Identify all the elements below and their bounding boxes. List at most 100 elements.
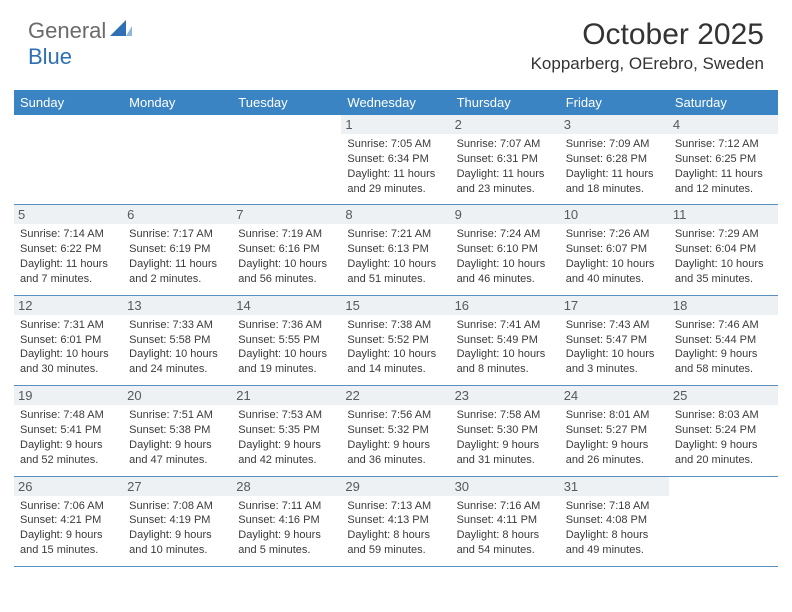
calendar-cell: 8Sunrise: 7:21 AMSunset: 6:13 PMDaylight… (341, 205, 450, 294)
weekday-label: Thursday (451, 90, 560, 115)
sunrise-line: Sunrise: 7:18 AM (566, 499, 663, 514)
sunrise-line: Sunrise: 7:43 AM (566, 318, 663, 333)
logo: General (28, 18, 134, 44)
sunset-line: Sunset: 5:24 PM (675, 423, 772, 438)
daylight-line: Daylight: 11 hours and 29 minutes. (347, 167, 444, 197)
daylight-line: Daylight: 9 hours and 36 minutes. (347, 438, 444, 468)
sunrise-line: Sunrise: 7:41 AM (457, 318, 554, 333)
weekday-header: Sunday Monday Tuesday Wednesday Thursday… (14, 90, 778, 115)
day-info: Sunrise: 7:09 AMSunset: 6:28 PMDaylight:… (566, 137, 663, 196)
sunrise-line: Sunrise: 7:38 AM (347, 318, 444, 333)
sunrise-line: Sunrise: 7:11 AM (238, 499, 335, 514)
day-info: Sunrise: 7:31 AMSunset: 6:01 PMDaylight:… (20, 318, 117, 377)
daylight-line: Daylight: 9 hours and 20 minutes. (675, 438, 772, 468)
sunset-line: Sunset: 6:34 PM (347, 152, 444, 167)
daylight-line: Daylight: 8 hours and 59 minutes. (347, 528, 444, 558)
day-number: 15 (341, 296, 450, 315)
calendar-cell: 23Sunrise: 7:58 AMSunset: 5:30 PMDayligh… (451, 386, 560, 475)
daylight-line: Daylight: 9 hours and 5 minutes. (238, 528, 335, 558)
sunset-line: Sunset: 5:35 PM (238, 423, 335, 438)
calendar-cell: 2Sunrise: 7:07 AMSunset: 6:31 PMDaylight… (451, 115, 560, 204)
day-number: 8 (341, 205, 450, 224)
calendar-cell: 11 Sunrise: 7:29 AMSunset: 6:04 PMDayligh… (669, 205, 778, 294)
calendar-week: 12Sunrise: 7:31 AMSunset: 6:01 PMDayligh… (14, 296, 778, 386)
sunset-line: Sunset: 5:27 PM (566, 423, 663, 438)
page-header: General October 2025 Kopparberg, OErebro… (0, 0, 792, 82)
daylight-line: Daylight: 10 hours and 46 minutes. (457, 257, 554, 287)
day-info: Sunrise: 7:48 AMSunset: 5:41 PMDaylight:… (20, 408, 117, 467)
weekday-label: Friday (560, 90, 669, 115)
daylight-line: Daylight: 10 hours and 35 minutes. (675, 257, 772, 287)
sunrise-line: Sunrise: 7:17 AM (129, 227, 226, 242)
daylight-line: Daylight: 11 hours and 12 minutes. (675, 167, 772, 197)
day-info: Sunrise: 7:58 AMSunset: 5:30 PMDaylight:… (457, 408, 554, 467)
calendar-cell: 18 Sunrise: 7:46 AMSunset: 5:44 PMDayligh… (669, 296, 778, 385)
sunrise-line: Sunrise: 8:01 AM (566, 408, 663, 423)
day-info: Sunrise: 7:26 AMSunset: 6:07 PMDaylight:… (566, 227, 663, 286)
sunrise-line: Sunrise: 7:13 AM (347, 499, 444, 514)
calendar-week: 19 Sunrise: 7:48 AMSunset: 5:41 PMDayligh… (14, 386, 778, 476)
day-number: 18 (669, 296, 778, 315)
calendar-cell: 17Sunrise: 7:43 AMSunset: 5:47 PMDayligh… (560, 296, 669, 385)
calendar-cell: 31Sunrise: 7:18 AMSunset: 4:08 PMDayligh… (560, 477, 669, 566)
sunset-line: Sunset: 6:22 PM (20, 242, 117, 257)
day-number: 31 (560, 477, 669, 496)
day-number: 10 (560, 205, 669, 224)
daylight-line: Daylight: 11 hours and 2 minutes. (129, 257, 226, 287)
sunset-line: Sunset: 5:44 PM (675, 333, 772, 348)
sunset-line: Sunset: 6:13 PM (347, 242, 444, 257)
weekday-label: Saturday (669, 90, 778, 115)
calendar-cell: 26Sunrise: 7:06 AMSunset: 4:21 PMDayligh… (14, 477, 123, 566)
calendar-cell: . (669, 477, 778, 566)
day-info: Sunrise: 7:53 AMSunset: 5:35 PMDaylight:… (238, 408, 335, 467)
sunset-line: Sunset: 6:19 PM (129, 242, 226, 257)
day-number: 27 (123, 477, 232, 496)
sunset-line: Sunset: 5:38 PM (129, 423, 226, 438)
calendar-cell: . (123, 115, 232, 204)
calendar-week: ...1Sunrise: 7:05 AMSunset: 6:34 PMDayli… (14, 115, 778, 205)
day-info: Sunrise: 7:19 AMSunset: 6:16 PMDaylight:… (238, 227, 335, 286)
sunrise-line: Sunrise: 7:16 AM (457, 499, 554, 514)
day-info: Sunrise: 7:46 AMSunset: 5:44 PMDaylight:… (675, 318, 772, 377)
daylight-line: Daylight: 9 hours and 42 minutes. (238, 438, 335, 468)
sunrise-line: Sunrise: 7:08 AM (129, 499, 226, 514)
calendar-week: 5Sunrise: 7:14 AMSunset: 6:22 PMDaylight… (14, 205, 778, 295)
day-info: Sunrise: 7:11 AMSunset: 4:16 PMDaylight:… (238, 499, 335, 558)
sunset-line: Sunset: 5:32 PM (347, 423, 444, 438)
calendar: Sunday Monday Tuesday Wednesday Thursday… (14, 90, 778, 567)
day-info: Sunrise: 7:06 AMSunset: 4:21 PMDaylight:… (20, 499, 117, 558)
sunset-line: Sunset: 6:10 PM (457, 242, 554, 257)
calendar-cell: 14Sunrise: 7:36 AMSunset: 5:55 PMDayligh… (232, 296, 341, 385)
daylight-line: Daylight: 9 hours and 10 minutes. (129, 528, 226, 558)
day-number: 29 (341, 477, 450, 496)
day-info: Sunrise: 7:07 AMSunset: 6:31 PMDaylight:… (457, 137, 554, 196)
day-number: 6 (123, 205, 232, 224)
day-number: 11 (669, 205, 778, 224)
day-number: 24 (560, 386, 669, 405)
daylight-line: Daylight: 10 hours and 8 minutes. (457, 347, 554, 377)
calendar-cell: 28Sunrise: 7:11 AMSunset: 4:16 PMDayligh… (232, 477, 341, 566)
day-info: Sunrise: 7:08 AMSunset: 4:19 PMDaylight:… (129, 499, 226, 558)
sunset-line: Sunset: 4:11 PM (457, 513, 554, 528)
sunrise-line: Sunrise: 7:07 AM (457, 137, 554, 152)
calendar-cell: . (14, 115, 123, 204)
sunset-line: Sunset: 6:31 PM (457, 152, 554, 167)
daylight-line: Daylight: 10 hours and 14 minutes. (347, 347, 444, 377)
calendar-cell: 12Sunrise: 7:31 AMSunset: 6:01 PMDayligh… (14, 296, 123, 385)
day-number: 1 (341, 115, 450, 134)
daylight-line: Daylight: 10 hours and 24 minutes. (129, 347, 226, 377)
calendar-cell: 1Sunrise: 7:05 AMSunset: 6:34 PMDaylight… (341, 115, 450, 204)
daylight-line: Daylight: 10 hours and 19 minutes. (238, 347, 335, 377)
sunrise-line: Sunrise: 7:12 AM (675, 137, 772, 152)
sunrise-line: Sunrise: 7:09 AM (566, 137, 663, 152)
day-info: Sunrise: 7:51 AMSunset: 5:38 PMDaylight:… (129, 408, 226, 467)
day-info: Sunrise: 7:29 AMSunset: 6:04 PMDaylight:… (675, 227, 772, 286)
day-number: 19 (14, 386, 123, 405)
day-number: 22 (341, 386, 450, 405)
calendar-cell: 4Sunrise: 7:12 AMSunset: 6:25 PMDaylight… (669, 115, 778, 204)
weeks-container: ... 1Sunrise: 7:05 AMSunset: 6:34 PMDayli… (14, 115, 778, 567)
daylight-line: Daylight: 9 hours and 47 minutes. (129, 438, 226, 468)
sunset-line: Sunset: 5:41 PM (20, 423, 117, 438)
day-number: 16 (451, 296, 560, 315)
sunset-line: Sunset: 5:30 PM (457, 423, 554, 438)
